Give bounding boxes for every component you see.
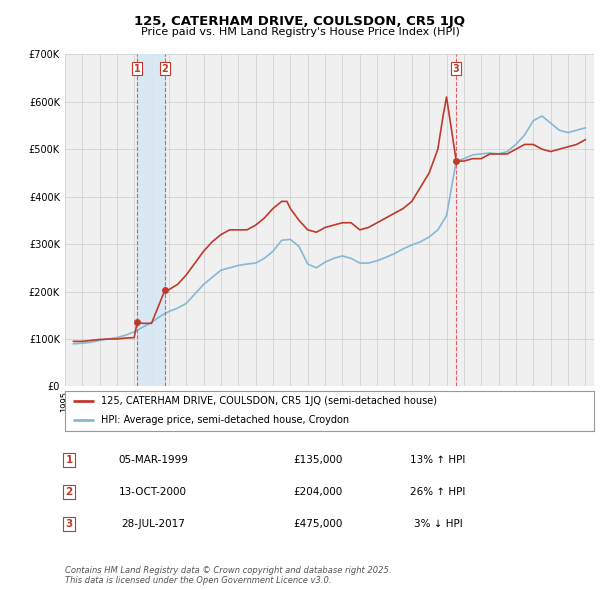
Text: Contains HM Land Registry data © Crown copyright and database right 2025.
This d: Contains HM Land Registry data © Crown c… bbox=[65, 566, 391, 585]
Text: Price paid vs. HM Land Registry's House Price Index (HPI): Price paid vs. HM Land Registry's House … bbox=[140, 27, 460, 37]
Bar bbox=[137, 54, 165, 386]
Text: £135,000: £135,000 bbox=[293, 455, 343, 465]
Text: 125, CATERHAM DRIVE, COULSDON, CR5 1JQ (semi-detached house): 125, CATERHAM DRIVE, COULSDON, CR5 1JQ (… bbox=[101, 396, 437, 407]
Text: HPI: Average price, semi-detached house, Croydon: HPI: Average price, semi-detached house,… bbox=[101, 415, 349, 425]
Text: 13% ↑ HPI: 13% ↑ HPI bbox=[410, 455, 466, 465]
Text: 125, CATERHAM DRIVE, COULSDON, CR5 1JQ: 125, CATERHAM DRIVE, COULSDON, CR5 1JQ bbox=[134, 15, 466, 28]
Text: 26% ↑ HPI: 26% ↑ HPI bbox=[410, 487, 466, 497]
Text: 1: 1 bbox=[134, 64, 140, 74]
Text: 3% ↓ HPI: 3% ↓ HPI bbox=[413, 519, 463, 529]
Text: £204,000: £204,000 bbox=[293, 487, 343, 497]
Text: 1: 1 bbox=[65, 455, 73, 465]
Text: 05-MAR-1999: 05-MAR-1999 bbox=[118, 455, 188, 465]
Text: 28-JUL-2017: 28-JUL-2017 bbox=[121, 519, 185, 529]
Text: 3: 3 bbox=[453, 64, 460, 74]
Text: 2: 2 bbox=[162, 64, 169, 74]
Text: 2: 2 bbox=[65, 487, 73, 497]
Text: £475,000: £475,000 bbox=[293, 519, 343, 529]
Text: 3: 3 bbox=[65, 519, 73, 529]
Text: 13-OCT-2000: 13-OCT-2000 bbox=[119, 487, 187, 497]
